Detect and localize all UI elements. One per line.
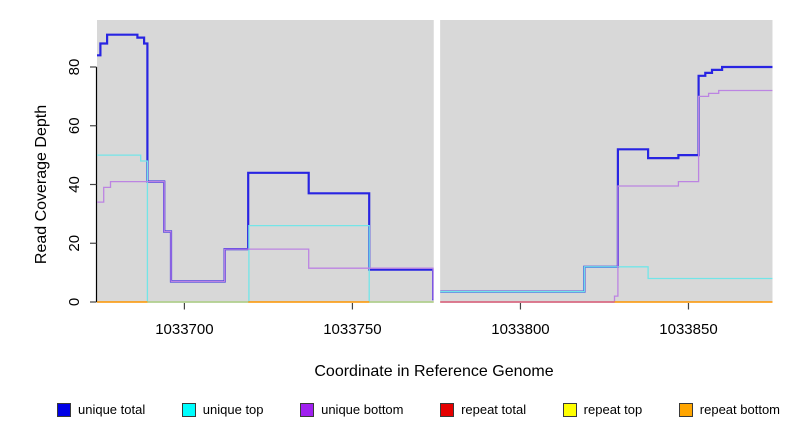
series-unique-bottom-line: [611, 89, 773, 303]
y-axis-title: Read Coverage Depth: [33, 105, 50, 264]
y-tick-label: 60: [66, 117, 83, 134]
legend-label: repeat total: [461, 402, 527, 417]
series-unique-top-line: [97, 154, 149, 302]
x-tick-label: 1033750: [323, 321, 381, 338]
y-tick-label: 80: [66, 59, 83, 76]
legend-item-repeat-total: repeat total: [440, 402, 526, 417]
x-tick-label: 1033800: [491, 321, 549, 338]
legend-swatch-icon: [300, 402, 315, 417]
legend-label: unique top: [202, 402, 264, 417]
x-tick-label: 1033850: [659, 321, 717, 338]
series-unique-top-line: [440, 266, 773, 293]
legend-swatch-icon: [440, 402, 455, 417]
series-unique-bottom-line: [97, 180, 434, 300]
legend-item-repeat-bottom: repeat bottom: [678, 402, 780, 417]
legend-label: repeat bottom: [699, 402, 780, 417]
legend-swatch-icon: [57, 402, 71, 417]
legend-swatch-icon: [181, 402, 196, 417]
y-tick-label: 20: [66, 235, 83, 252]
legend-item-unique-total: unique total: [57, 402, 145, 417]
legend-item-repeat-top: repeat top: [562, 402, 643, 417]
legend-label: unique total: [78, 402, 146, 417]
coverage-gap-band: [433, 19, 441, 303]
legend-swatch-icon: [678, 402, 693, 417]
y-tick-label: 0: [66, 298, 83, 306]
legend-label: unique bottom: [321, 402, 404, 417]
legend-swatch-icon: [562, 402, 577, 417]
x-axis-title: Coordinate in Reference Genome: [314, 363, 553, 380]
legend: unique total unique top unique bottom repea…: [57, 402, 780, 417]
legend-item-unique-top: unique top: [181, 402, 264, 417]
legend-item-unique-bottom: unique bottom: [300, 402, 404, 417]
y-tick-label: 40: [66, 176, 83, 193]
coverage-plot: 1033700 1033750 1033800 1033850 0 20 40 60 80 Coo…: [33, 19, 773, 380]
legend-label: repeat top: [583, 402, 643, 417]
x-tick-label: 1033700: [155, 321, 213, 338]
